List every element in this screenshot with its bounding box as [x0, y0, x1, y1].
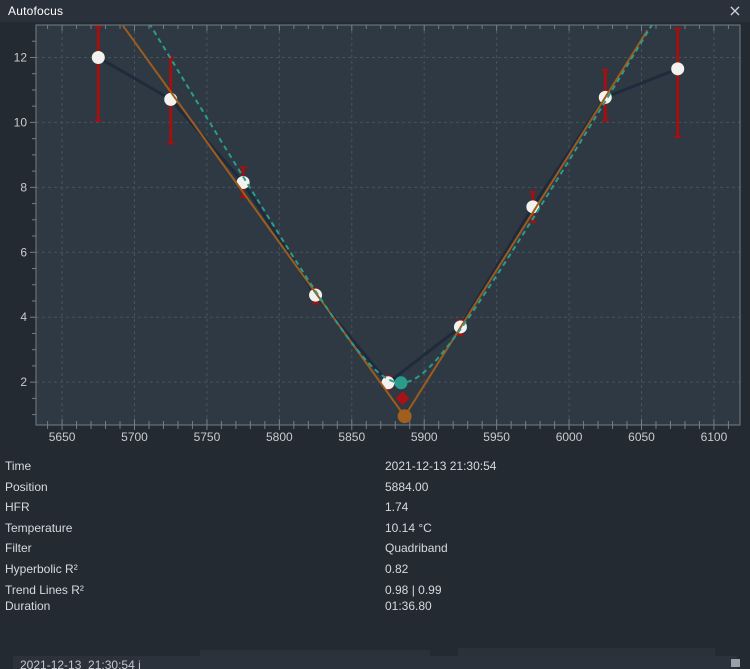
- svg-text:5700: 5700: [121, 430, 148, 444]
- svg-text:2: 2: [20, 375, 27, 389]
- window-title: Autofocus: [8, 4, 64, 18]
- svg-text:12: 12: [14, 50, 28, 64]
- detail-value: 0.98 | 0.99: [385, 582, 442, 597]
- svg-text:5900: 5900: [411, 430, 438, 444]
- detail-value: 10.14 °C: [385, 520, 432, 535]
- history-panel-edge: [200, 650, 430, 656]
- data-point: [671, 62, 685, 76]
- svg-text:5800: 5800: [266, 430, 293, 444]
- detail-label: Filter: [5, 541, 32, 556]
- detail-value: 0.82: [385, 561, 409, 576]
- detail-value: 01:36.80: [385, 598, 432, 613]
- detail-value: 2021-12-13 21:30:54: [385, 459, 497, 473]
- data-point: [91, 50, 105, 64]
- trend-intersection-marker: [397, 409, 412, 424]
- detail-label: Trend Lines R²: [5, 582, 84, 597]
- svg-text:10: 10: [14, 115, 28, 129]
- gridlines: [36, 25, 740, 425]
- detail-value: 5884.00: [385, 479, 429, 494]
- detail-row-position: Position 5884.00: [0, 480, 750, 501]
- detail-label: Position: [5, 479, 48, 494]
- autofocus-chart: 5650 5700 5750 5800 5850 5900 5950 6000 6050 6100…: [14, 24, 741, 444]
- detail-label: Time: [5, 459, 32, 473]
- svg-text:6: 6: [20, 245, 27, 259]
- hyperbolic-minimum-marker: [394, 376, 408, 390]
- detail-label: Duration: [5, 598, 51, 613]
- svg-text:6100: 6100: [701, 430, 728, 444]
- svg-text:5850: 5850: [338, 430, 365, 444]
- data-point: [526, 200, 540, 214]
- svg-text:6050: 6050: [628, 430, 655, 444]
- close-icon[interactable]: ×: [720, 0, 750, 22]
- axis-labels: 5650 5700 5750 5800 5850 5900 5950 6000 6050 6100…: [14, 50, 728, 444]
- titlebar: Autofocus ×: [0, 0, 750, 22]
- data-point: [236, 175, 250, 189]
- details-table: Time 2021-12-13 21:30:54 Position 5884.00 HF…: [0, 459, 750, 615]
- detail-row-hfr: HFR 1.74: [0, 500, 750, 521]
- detail-row-trend-lines-r: Trend Lines R² 0.98 | 0.99: [0, 583, 750, 599]
- detail-row-duration: Duration 01:36.80: [0, 599, 750, 615]
- svg-text:8: 8: [20, 180, 27, 194]
- svg-text:5650: 5650: [49, 430, 76, 444]
- history-item-label: 2021-12-13 21:30:54 i: [20, 658, 141, 669]
- svg-text:5950: 5950: [483, 430, 510, 444]
- detail-row-time: Time 2021-12-13 21:30:54: [0, 459, 750, 480]
- detail-value: Quadriband: [385, 541, 448, 556]
- detail-row-temperature: Temperature 10.14 °C: [0, 521, 750, 542]
- plot-border: [35, 24, 741, 426]
- history-panel-edge-2: [458, 648, 715, 656]
- scrollbar-thumb[interactable]: [731, 659, 740, 667]
- history-list-item[interactable]: 2021-12-13 21:30:54 i: [13, 656, 737, 669]
- svg-text:4: 4: [20, 310, 27, 324]
- detail-label: HFR: [5, 500, 30, 515]
- detail-label: Hyperbolic R²: [5, 561, 78, 576]
- svg-text:6000: 6000: [556, 430, 583, 444]
- detail-value: 1.74: [385, 500, 409, 515]
- final-focus-marker: [395, 391, 410, 406]
- detail-label: Temperature: [5, 520, 73, 535]
- trend-line-right: [403, 29, 649, 417]
- detail-row-filter: Filter Quadriband: [0, 541, 750, 562]
- axis-ticks: [30, 25, 729, 430]
- svg-text:5750: 5750: [194, 430, 221, 444]
- detail-row-hyperbolic-r: Hyperbolic R² 0.82: [0, 562, 750, 583]
